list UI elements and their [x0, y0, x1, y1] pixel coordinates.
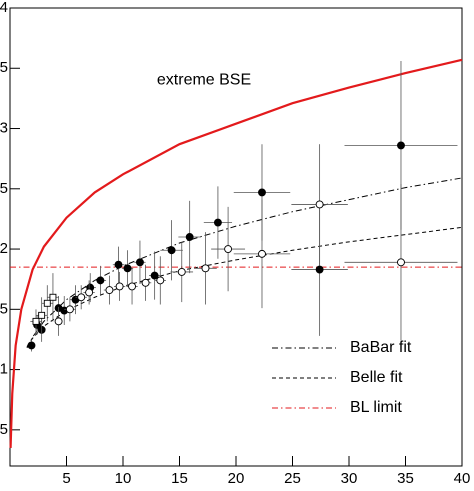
data-point [54, 317, 63, 326]
data-point [141, 278, 150, 287]
x-tick-label: 30 [341, 470, 358, 487]
data-point [213, 218, 222, 227]
x-tick-label: 5 [62, 470, 70, 487]
data-point [167, 246, 176, 255]
fit-line [26, 177, 463, 349]
data-point [85, 288, 94, 297]
data-point [96, 276, 105, 285]
x-tick-label: 20 [228, 470, 245, 487]
y-tick-label: 2 [0, 240, 8, 257]
y-tick-label: 5 [0, 59, 8, 76]
data-point [77, 293, 86, 302]
data-point [135, 258, 144, 267]
data-point [128, 282, 136, 291]
data-point [397, 141, 405, 150]
y-tick-label: 5 [0, 180, 8, 197]
x-tick-label: 15 [171, 470, 188, 487]
data-point [43, 299, 51, 307]
data-point [258, 188, 266, 197]
y-tick-label: 3 [0, 119, 8, 136]
data-point [65, 305, 74, 314]
y-tick-label: 5 [0, 300, 8, 317]
data-point [224, 245, 233, 254]
data-point [201, 264, 210, 273]
x-tick-label: 25 [284, 470, 301, 487]
data-point [315, 265, 324, 274]
x-tick-label: 40 [454, 470, 471, 487]
data-point [185, 233, 194, 241]
data-point [177, 268, 186, 276]
data-point [27, 341, 36, 350]
data-point [123, 264, 132, 273]
data-point [32, 317, 40, 325]
data-point [397, 258, 405, 267]
data-point [258, 249, 266, 258]
fit-line [9, 58, 463, 448]
data-point [105, 286, 114, 294]
data-point [114, 260, 123, 269]
y-tick-label: 1 [0, 361, 8, 378]
y-tick-label: 4 [0, 0, 8, 16]
annotation: extreme BSE [157, 72, 251, 89]
y-tick-label: 5 [0, 421, 8, 438]
data-point [38, 311, 46, 319]
legend-label: Belle fit [350, 369, 403, 386]
data-point [49, 293, 57, 301]
data-point [156, 276, 165, 285]
data-point [150, 271, 159, 280]
x-tick-label: 10 [115, 470, 132, 487]
legend-label: BaBar fit [350, 339, 412, 356]
legend-label: BL limit [350, 399, 402, 416]
data-point [315, 200, 324, 209]
x-tick-label: 35 [397, 470, 414, 487]
data-point [115, 282, 124, 291]
